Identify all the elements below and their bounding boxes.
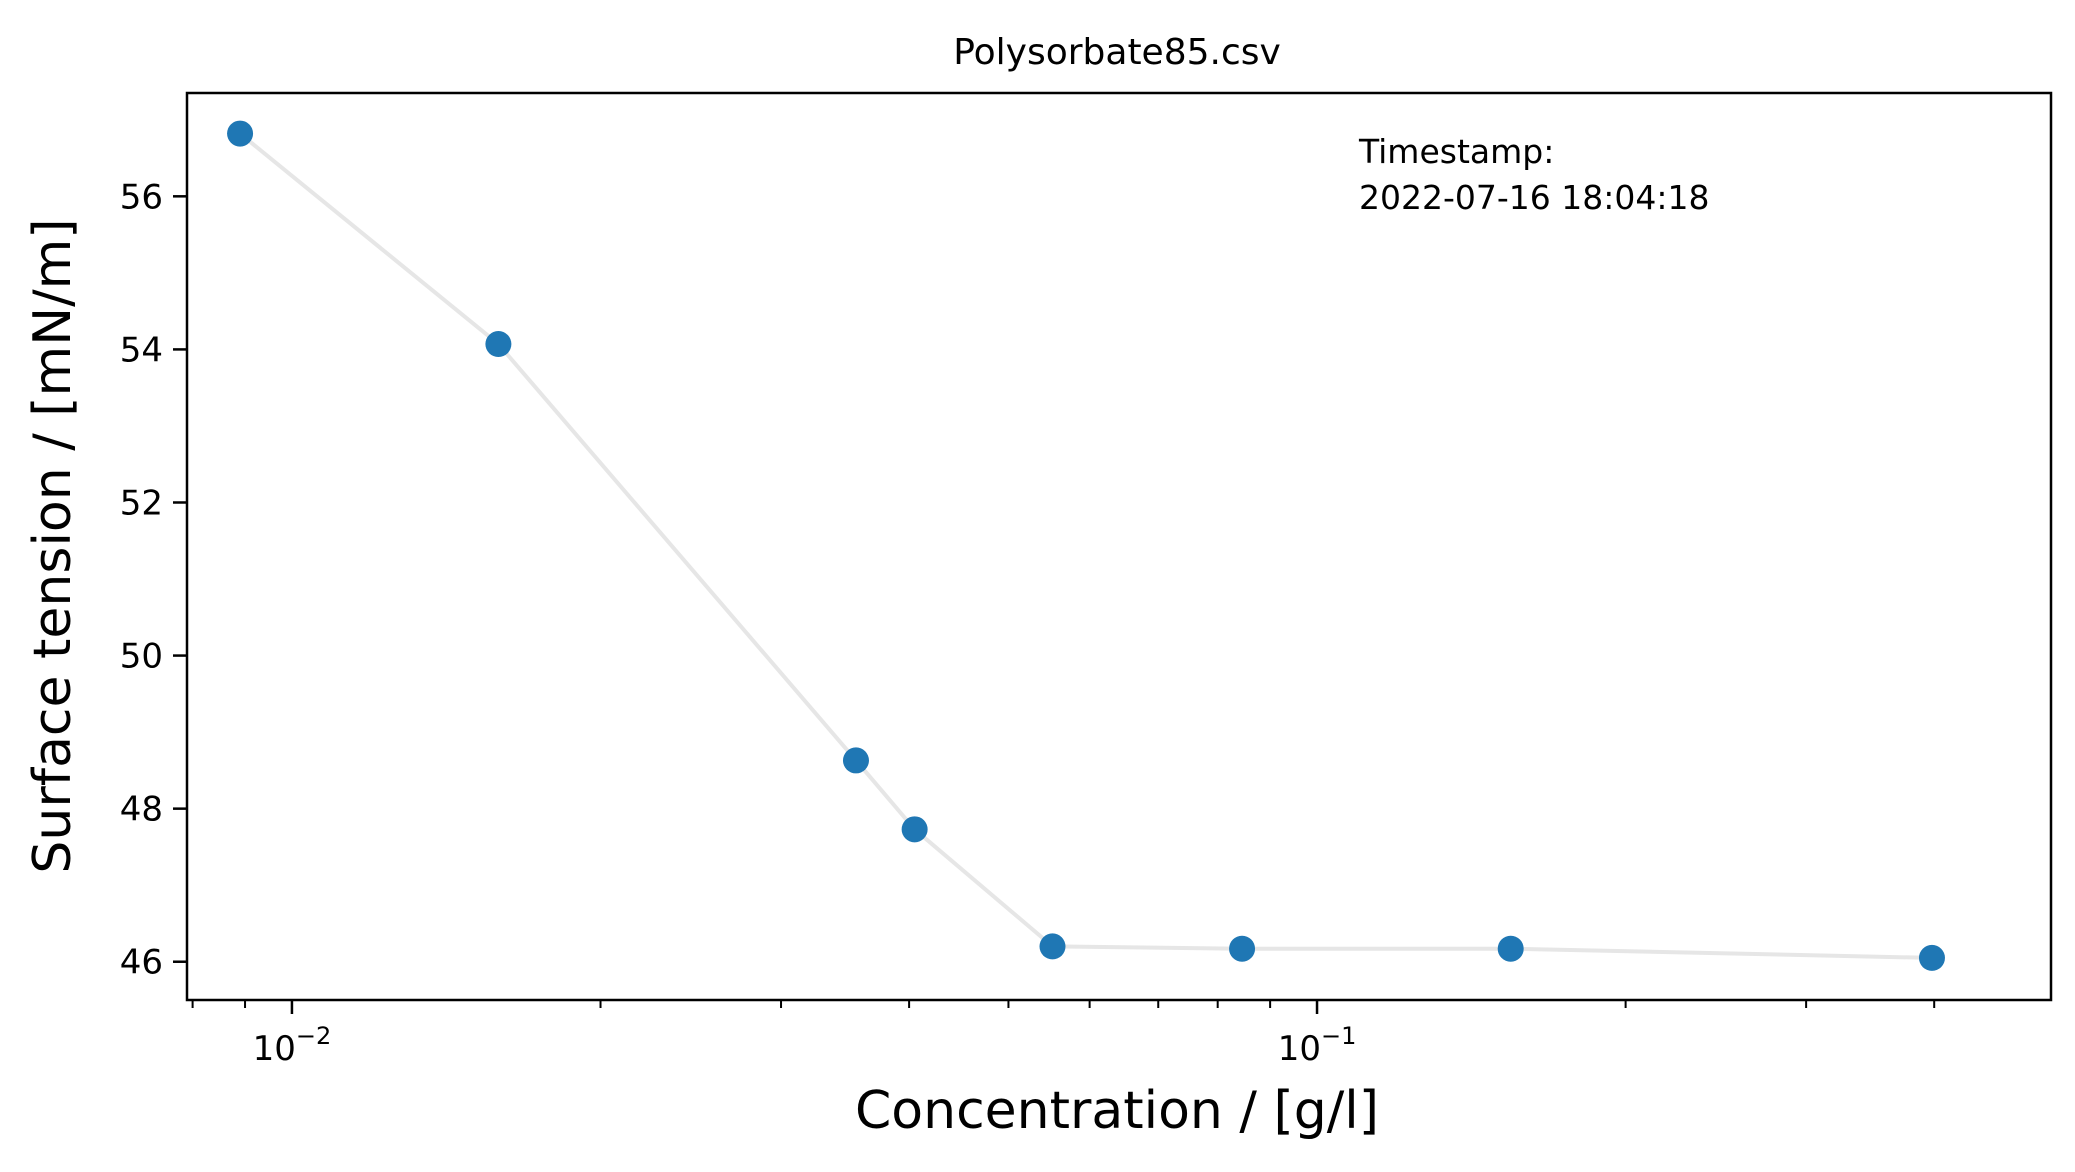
y-tick-label-4: 54	[120, 330, 163, 370]
timestamp-value: 2022-07-16 18:04:18	[1359, 178, 1709, 217]
data-point-6	[1497, 935, 1524, 962]
timestamp-annotation: Timestamp: 2022-07-16 18:04:18	[1358, 132, 1709, 217]
y-tick-label-2: 50	[120, 637, 163, 677]
x-minor-ticks	[191, 1000, 1936, 1008]
timestamp-label: Timestamp:	[1358, 132, 1554, 171]
y-tick-label-5: 56	[120, 177, 163, 217]
data-point-0	[227, 120, 254, 147]
chart-title: Polysorbate85.csv	[953, 32, 1281, 73]
x-axis-label: Concentration / [g/l]	[855, 1081, 1379, 1141]
series-points	[227, 120, 1945, 971]
y-tick-label-0: 46	[120, 943, 163, 983]
x-tick-label-0: 10−2	[253, 1022, 332, 1069]
data-point-2	[842, 747, 869, 774]
data-point-1	[485, 331, 512, 358]
y-tick-label-1: 48	[120, 790, 163, 830]
y-tick-label-3: 52	[120, 483, 163, 523]
y-axis-label: Surface tension / [mN/m]	[23, 218, 83, 873]
data-point-7	[1918, 944, 1945, 971]
x-major-ticks: 10−2 10−1	[253, 1000, 1357, 1069]
data-point-4	[1039, 933, 1066, 960]
plot-frame	[185, 91, 2053, 1002]
x-tick-label-1: 10−1	[1278, 1022, 1357, 1069]
y-ticks: 46 48 50 52 54 56	[120, 177, 187, 983]
series-line	[238, 132, 1933, 960]
data-point-3	[901, 816, 928, 843]
data-point-5	[1229, 935, 1256, 962]
